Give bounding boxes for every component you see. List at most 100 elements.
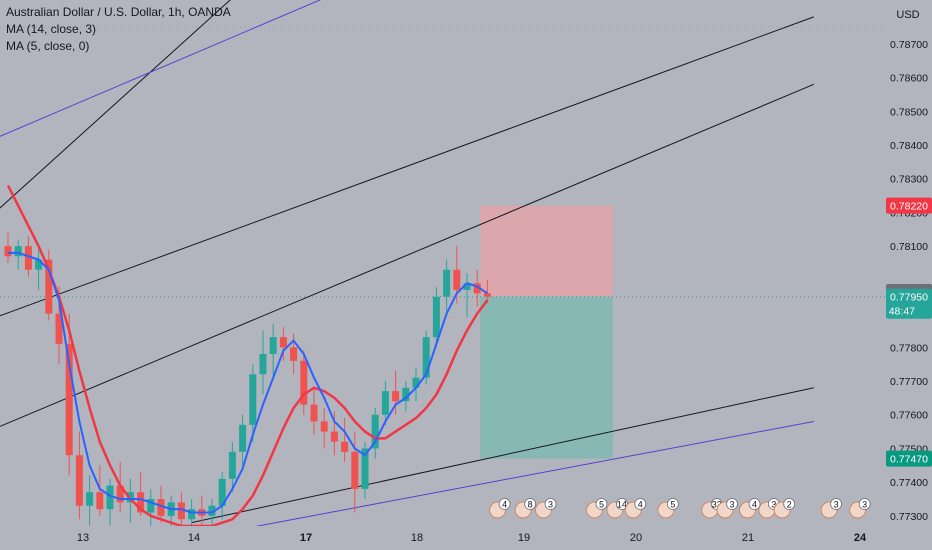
- candle-body: [381, 391, 389, 415]
- candle: [463, 273, 471, 317]
- candle: [320, 407, 328, 449]
- candle: [157, 485, 165, 523]
- x-tick-label: 19: [518, 532, 530, 544]
- candle: [86, 475, 94, 526]
- candle-body: [208, 505, 216, 516]
- candle-body: [4, 246, 12, 257]
- x-tick-label: 18: [411, 532, 423, 544]
- ma-slow-label[interactable]: MA (14, close, 3): [6, 22, 97, 36]
- countdown-text: 48:47: [889, 306, 915, 318]
- candle-body: [249, 374, 257, 425]
- price-tag-bg: [886, 197, 932, 214]
- candle-body: [75, 455, 83, 506]
- candle: [473, 269, 481, 307]
- event-count-badge: [667, 498, 679, 510]
- y-tick-label: 0.77400: [890, 477, 928, 489]
- candle-body: [177, 502, 185, 520]
- candle: [310, 387, 318, 435]
- trendline-2: [0, 0, 322, 137]
- event-count: 3: [834, 500, 839, 510]
- event-count: 33: [712, 500, 722, 510]
- event-marker: 3: [820, 498, 842, 519]
- event-count: 4: [502, 500, 507, 510]
- candle: [239, 414, 247, 466]
- candle: [279, 327, 287, 361]
- y-tick-label: 0.78600: [890, 73, 928, 85]
- candle-body: [188, 509, 196, 520]
- candle-body: [45, 259, 53, 314]
- candle-body: [453, 269, 461, 290]
- x-tick-label: 17: [300, 532, 312, 544]
- trendline-1: [0, 0, 231, 209]
- candle-body: [422, 337, 430, 378]
- event-marker: 2: [773, 498, 796, 519]
- candle-body: [86, 492, 94, 506]
- price-tag: 0.77470: [886, 450, 932, 467]
- price-tag-text: 0.78220: [890, 201, 928, 213]
- candle: [432, 286, 440, 348]
- x-tick-label: 13: [77, 532, 89, 544]
- candle: [381, 381, 389, 425]
- candle-body: [341, 441, 349, 452]
- event-count: 3: [730, 500, 735, 510]
- candle-body: [432, 296, 440, 338]
- ma-fast-line: [8, 251, 488, 514]
- time-axis: 13 14 17 18 19 20 21 24: [0, 526, 886, 550]
- candle-body: [157, 499, 165, 516]
- event-count: 4: [638, 500, 643, 510]
- event-marker: 14: [606, 498, 628, 519]
- candle-body: [392, 391, 400, 402]
- time-axis-bg: [0, 526, 886, 550]
- candle: [412, 367, 420, 402]
- event-count-badge: [830, 498, 842, 510]
- candle-body: [147, 499, 155, 513]
- candle-body: [361, 448, 369, 489]
- x-tick-label: 20: [630, 532, 642, 544]
- event-marker: 4: [624, 498, 647, 519]
- candle: [4, 232, 12, 263]
- candle-body: [96, 492, 104, 510]
- event-count-badge: [726, 498, 738, 510]
- trendline-3: [0, 16, 814, 317]
- candle: [218, 472, 226, 520]
- candle: [483, 279, 491, 304]
- candle-body: [463, 283, 471, 290]
- candle-body: [55, 313, 63, 344]
- candle-body: [279, 337, 287, 348]
- price-tag: 0.77950 48:47: [886, 288, 932, 319]
- event-marker: 4: [489, 498, 511, 519]
- chart-legend: Australian Dollar / U.S. Dollar, 1h, OAN…: [6, 4, 231, 55]
- y-tick-label: 0.78500: [890, 106, 928, 118]
- event-count-badge: [498, 498, 511, 510]
- price-tag-bg: [886, 450, 932, 467]
- candle: [65, 313, 73, 476]
- candle: [330, 411, 338, 456]
- candle: [228, 441, 236, 493]
- candle: [361, 441, 369, 500]
- price-tag: 0.78220: [886, 197, 932, 214]
- candle: [341, 418, 349, 462]
- ma-fast-label[interactable]: MA (5, close, 0): [6, 39, 90, 53]
- candle: [392, 370, 400, 415]
- y-tick-label: 0.77700: [890, 376, 928, 388]
- candle: [14, 239, 22, 270]
- event-count: 5: [599, 500, 604, 510]
- candle-body: [351, 451, 359, 489]
- event-marker: 4: [739, 498, 761, 519]
- candle-body: [371, 414, 379, 449]
- symbol-title[interactable]: Australian Dollar / U.S. Dollar, 1h, OAN…: [6, 5, 231, 19]
- candle-body: [228, 451, 236, 479]
- x-tick-label: 21: [742, 532, 754, 544]
- candle: [106, 478, 114, 526]
- event-count-badge: [634, 498, 647, 510]
- y-tick-label: 0.78100: [890, 241, 928, 253]
- event-marker: 3: [716, 498, 738, 519]
- candle-body: [259, 354, 267, 375]
- currency-label: USD: [896, 9, 919, 21]
- y-tick-label: 0.77300: [890, 511, 928, 523]
- price-axis: USD 0.78700 0.78600 0.78500 0.78400 0.78300 0.…: [886, 0, 932, 550]
- candle: [35, 249, 43, 290]
- x-tick-label: 14: [188, 532, 200, 544]
